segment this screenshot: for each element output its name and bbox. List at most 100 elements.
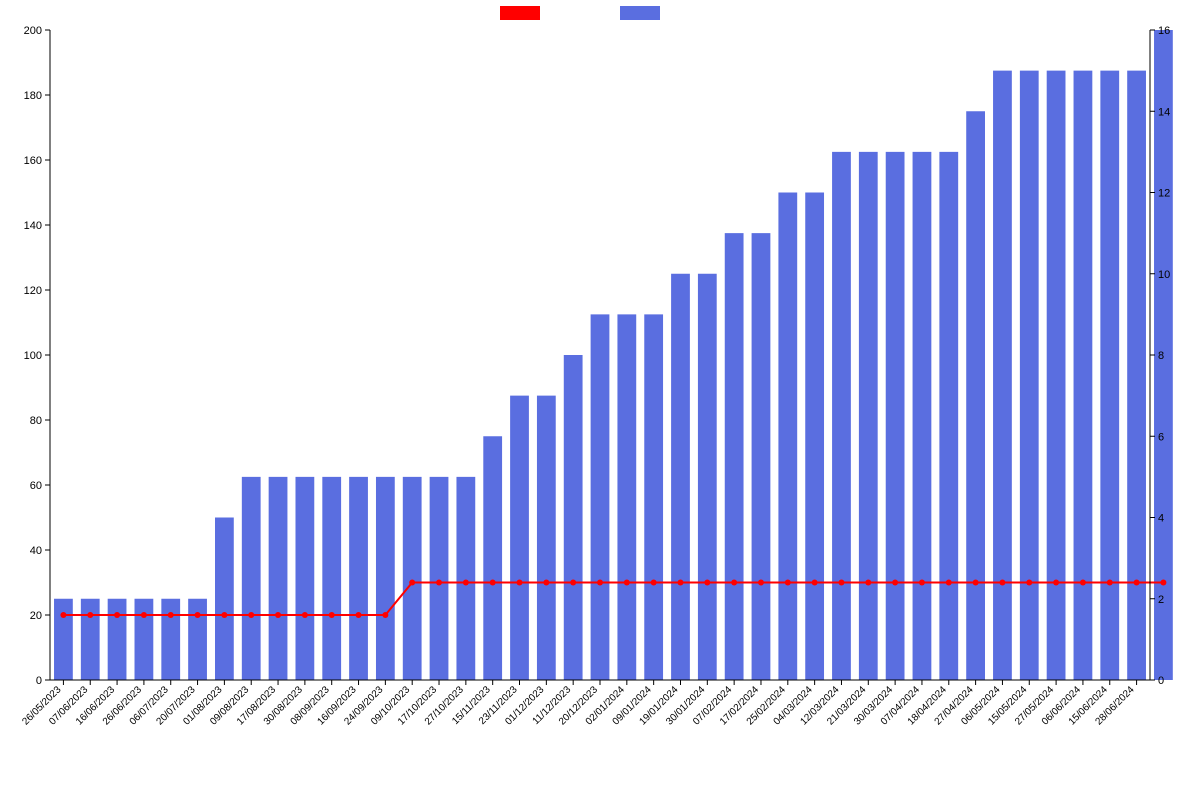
ytick-right-label: 0: [1158, 675, 1164, 687]
line-marker: [812, 580, 818, 586]
ytick-left-label: 20: [30, 610, 42, 622]
line-marker: [248, 612, 254, 618]
bar: [135, 599, 154, 680]
bar: [805, 193, 824, 681]
bar: [939, 152, 958, 680]
bar: [859, 152, 878, 680]
line-marker: [919, 580, 925, 586]
line-marker: [758, 580, 764, 586]
bar: [778, 193, 797, 681]
line-marker: [1026, 580, 1032, 586]
bar: [1047, 71, 1066, 680]
line-marker: [382, 612, 388, 618]
line-marker: [168, 612, 174, 618]
legend: [500, 6, 660, 20]
bar: [161, 599, 180, 680]
ytick-left-label: 180: [24, 90, 42, 102]
bar: [188, 599, 207, 680]
bar: [510, 396, 529, 680]
bar: [832, 152, 851, 680]
line-marker: [302, 612, 308, 618]
bar: [108, 599, 127, 680]
line-marker: [704, 580, 710, 586]
bar: [671, 274, 690, 680]
line-marker: [141, 612, 147, 618]
bar: [1020, 71, 1039, 680]
line-marker: [570, 580, 576, 586]
line-marker: [356, 612, 362, 618]
bar: [591, 314, 610, 680]
bar: [913, 152, 932, 680]
line-marker: [543, 580, 549, 586]
line-marker: [1080, 580, 1086, 586]
bar: [1100, 71, 1119, 680]
bar: [698, 274, 717, 680]
ytick-left-label: 80: [30, 415, 42, 427]
bar: [644, 314, 663, 680]
bar: [1127, 71, 1146, 680]
line-marker: [1053, 580, 1059, 586]
line-marker: [651, 580, 657, 586]
line-marker: [517, 580, 523, 586]
bar: [966, 111, 985, 680]
ytick-left-label: 40: [30, 545, 42, 557]
line-marker: [973, 580, 979, 586]
ytick-right-label: 14: [1158, 106, 1170, 118]
line-marker: [436, 580, 442, 586]
line-marker: [114, 612, 120, 618]
bar: [430, 477, 449, 680]
bar: [483, 436, 502, 680]
ytick-left-label: 160: [24, 155, 42, 167]
line-marker: [597, 580, 603, 586]
bar: [725, 233, 744, 680]
ytick-left-label: 100: [24, 350, 42, 362]
line-marker: [999, 580, 1005, 586]
line-marker: [60, 612, 66, 618]
bar: [54, 599, 73, 680]
bar: [537, 396, 556, 680]
line-marker: [1160, 580, 1166, 586]
line-marker: [838, 580, 844, 586]
bar: [617, 314, 636, 680]
line-marker: [1107, 580, 1113, 586]
line-marker: [329, 612, 335, 618]
bar: [1074, 71, 1093, 680]
line-marker: [221, 612, 227, 618]
line-marker: [275, 612, 281, 618]
bar: [886, 152, 905, 680]
bar: [993, 71, 1012, 680]
combo-chart: 0204060801001201401601802000246810121416…: [0, 0, 1200, 800]
ytick-right-label: 16: [1158, 25, 1170, 37]
bar: [349, 477, 368, 680]
legend-swatch: [620, 6, 660, 20]
bar: [376, 477, 395, 680]
bar: [564, 355, 583, 680]
bar: [403, 477, 422, 680]
bar: [295, 477, 314, 680]
bar: [242, 477, 261, 680]
line-marker: [409, 580, 415, 586]
ytick-right-label: 8: [1158, 350, 1164, 362]
bar: [215, 518, 234, 681]
ytick-right-label: 10: [1158, 269, 1170, 281]
bar: [269, 477, 288, 680]
line-marker: [1134, 580, 1140, 586]
bar: [456, 477, 475, 680]
line-marker: [677, 580, 683, 586]
line-marker: [195, 612, 201, 618]
ytick-left-label: 60: [30, 480, 42, 492]
ytick-right-label: 2: [1158, 594, 1164, 606]
ytick-right-label: 12: [1158, 188, 1170, 200]
line-marker: [731, 580, 737, 586]
line-marker: [87, 612, 93, 618]
ytick-left-label: 140: [24, 220, 42, 232]
ytick-right-label: 4: [1158, 513, 1164, 525]
line-marker: [490, 580, 496, 586]
line-marker: [946, 580, 952, 586]
ytick-left-label: 200: [24, 25, 42, 37]
bar: [752, 233, 771, 680]
line-marker: [865, 580, 871, 586]
line-marker: [892, 580, 898, 586]
ytick-left-label: 120: [24, 285, 42, 297]
ytick-left-label: 0: [36, 675, 42, 687]
